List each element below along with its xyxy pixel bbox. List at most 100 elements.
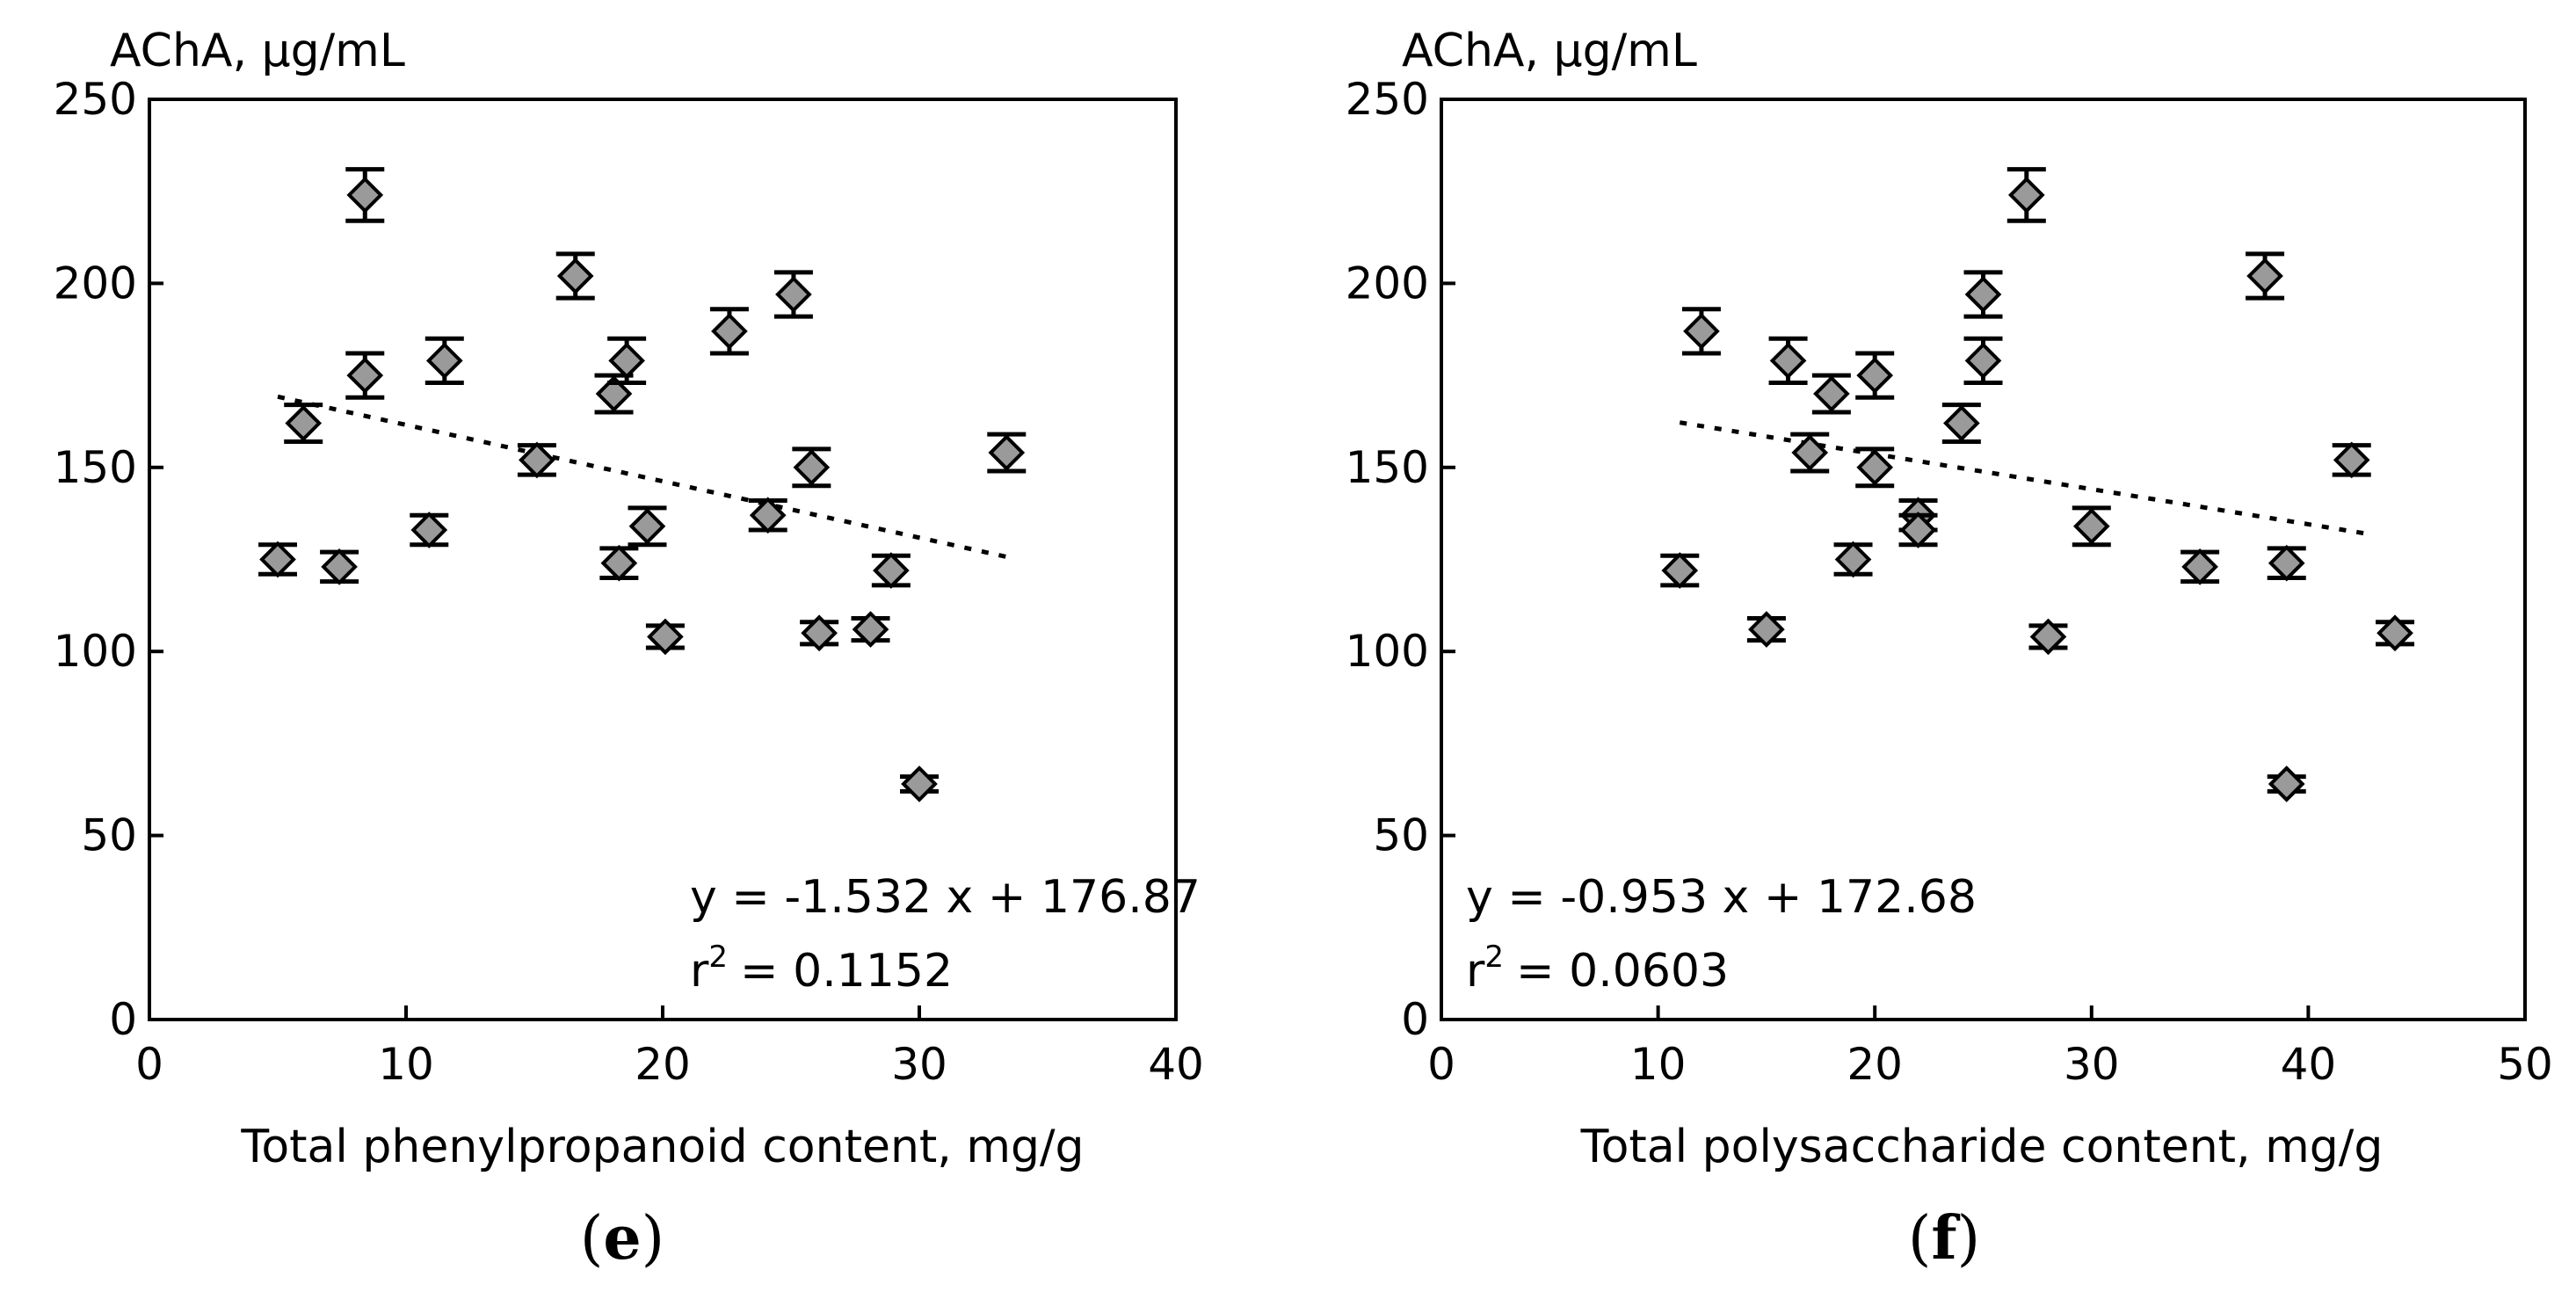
y-tick-label: 200 bbox=[54, 258, 137, 308]
data-points bbox=[1660, 167, 2415, 802]
diamond-marker bbox=[2029, 618, 2067, 656]
panel-label-f: (f) bbox=[1908, 1203, 1980, 1274]
y-tick-label: 250 bbox=[54, 74, 137, 125]
x-tick-label: 30 bbox=[891, 1039, 947, 1090]
diamond-marker bbox=[608, 342, 645, 380]
data-point bbox=[1660, 552, 1700, 589]
data-point bbox=[2006, 167, 2046, 223]
x-tick-label: 0 bbox=[1427, 1039, 1455, 1090]
diamond-marker bbox=[285, 404, 323, 442]
data-point bbox=[1855, 351, 1895, 400]
diamond-marker bbox=[1964, 276, 2002, 313]
data-point bbox=[2181, 548, 2220, 585]
diamond-marker bbox=[321, 548, 358, 585]
diamond-marker bbox=[1683, 313, 1720, 350]
diamond-marker bbox=[1964, 342, 2002, 380]
r-squared-value: = 0.1152 bbox=[740, 945, 953, 998]
diamond-marker bbox=[775, 276, 812, 313]
data-point bbox=[1811, 373, 1851, 415]
data-point bbox=[555, 251, 595, 301]
data-point bbox=[900, 766, 939, 802]
y-tick-label: 100 bbox=[1346, 626, 1429, 677]
trendline bbox=[277, 394, 1010, 560]
data-points bbox=[258, 167, 1027, 802]
y-axis: 0 50 100 150 200 250 bbox=[1346, 74, 1455, 1045]
data-point bbox=[2267, 544, 2306, 582]
data-point bbox=[2028, 618, 2068, 656]
y-axis: 0 50 100 150 200 250 bbox=[54, 74, 163, 1045]
data-point bbox=[1963, 336, 2003, 385]
y-axis-label: AChA, µg/mL bbox=[110, 25, 405, 77]
x-tick-label: 30 bbox=[2064, 1039, 2120, 1090]
diamond-marker bbox=[647, 618, 684, 656]
data-point bbox=[2376, 614, 2415, 652]
data-point bbox=[645, 618, 685, 656]
x-axis: 0 10 20 30 40 50 bbox=[1427, 1005, 2553, 1090]
diamond-marker bbox=[2246, 258, 2283, 294]
diamond-marker bbox=[1834, 541, 1872, 578]
diamond-marker bbox=[801, 614, 838, 652]
data-point bbox=[792, 446, 831, 489]
data-point bbox=[2246, 251, 2285, 301]
data-point bbox=[1941, 403, 1981, 444]
data-point bbox=[1855, 446, 1895, 489]
diamond-marker bbox=[2376, 614, 2413, 652]
diamond-marker bbox=[2072, 507, 2110, 545]
data-point bbox=[2267, 766, 2306, 802]
diamond-marker bbox=[600, 544, 638, 582]
diamond-marker bbox=[2268, 544, 2305, 582]
trendline bbox=[1679, 420, 2374, 537]
data-point bbox=[258, 541, 297, 578]
diamond-marker bbox=[346, 177, 384, 214]
chart-panel-e: AChA, µg/mL 0 50 100 150 200 250 0 10 20 30 40 y … bbox=[54, 25, 1204, 1274]
data-point bbox=[709, 307, 749, 356]
x-tick-label: 40 bbox=[2281, 1039, 2337, 1090]
data-point bbox=[424, 336, 464, 385]
diamond-marker bbox=[2007, 177, 2045, 214]
data-point bbox=[599, 544, 639, 582]
data-point bbox=[1963, 270, 2003, 319]
data-point bbox=[851, 611, 890, 648]
data-point bbox=[987, 432, 1027, 474]
diamond-marker bbox=[1661, 552, 1699, 589]
data-point bbox=[1681, 307, 1721, 356]
data-point bbox=[1768, 336, 1808, 385]
data-point bbox=[320, 548, 359, 585]
data-point bbox=[345, 167, 385, 223]
x-axis: 0 10 20 30 40 bbox=[135, 1005, 1204, 1090]
x-tick-label: 10 bbox=[1630, 1039, 1687, 1090]
diamond-marker bbox=[793, 448, 831, 486]
data-point bbox=[871, 552, 911, 589]
diamond-marker bbox=[1856, 357, 1894, 394]
data-point bbox=[345, 351, 385, 400]
r-squared: r2 = 0.0603 bbox=[1466, 940, 1729, 998]
data-point bbox=[2332, 441, 2371, 479]
x-tick-label: 0 bbox=[135, 1039, 163, 1090]
data-point bbox=[628, 505, 667, 548]
diamond-marker bbox=[410, 512, 448, 548]
y-tick-label: 0 bbox=[109, 994, 137, 1045]
data-point bbox=[773, 270, 813, 319]
r-squared-value: = 0.0603 bbox=[1516, 945, 1729, 998]
data-point bbox=[284, 403, 323, 444]
diamond-marker bbox=[901, 766, 938, 802]
data-point bbox=[1746, 611, 1786, 648]
diamond-marker bbox=[628, 507, 666, 545]
diamond-marker bbox=[1791, 434, 1829, 471]
x-axis-label: Total phenylpropanoid content, mg/g bbox=[240, 1121, 1084, 1173]
data-point bbox=[607, 336, 647, 385]
diamond-marker bbox=[425, 342, 463, 380]
y-tick-label: 50 bbox=[1373, 810, 1429, 861]
diamond-marker bbox=[1899, 512, 1937, 548]
diamond-marker bbox=[2268, 766, 2305, 802]
x-tick-label: 20 bbox=[635, 1039, 691, 1090]
x-tick-label: 50 bbox=[2497, 1039, 2553, 1090]
diamond-marker bbox=[1748, 611, 1785, 648]
diamond-marker bbox=[1813, 375, 1850, 412]
x-tick-label: 20 bbox=[1847, 1039, 1903, 1090]
trendline-layer bbox=[277, 394, 1010, 560]
y-tick-label: 150 bbox=[54, 442, 137, 493]
data-point bbox=[1898, 512, 1938, 548]
